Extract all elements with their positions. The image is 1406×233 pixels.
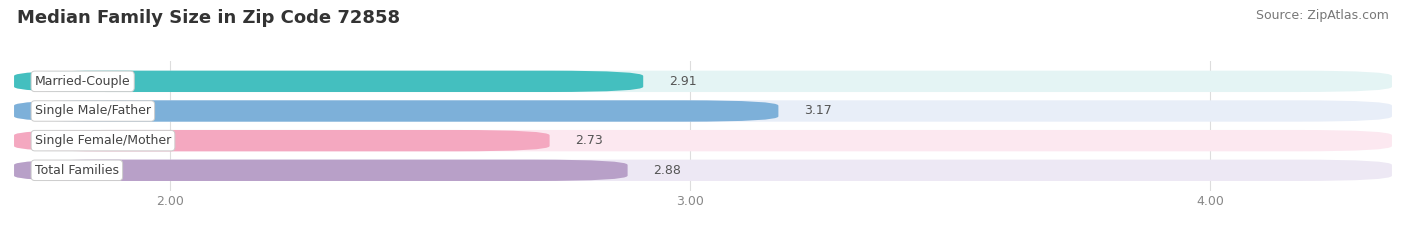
Text: 2.88: 2.88 xyxy=(654,164,682,177)
Text: 2.91: 2.91 xyxy=(669,75,697,88)
FancyBboxPatch shape xyxy=(14,100,1392,122)
FancyBboxPatch shape xyxy=(14,160,1392,181)
FancyBboxPatch shape xyxy=(14,100,779,122)
FancyBboxPatch shape xyxy=(14,130,550,151)
Text: Source: ZipAtlas.com: Source: ZipAtlas.com xyxy=(1256,9,1389,22)
FancyBboxPatch shape xyxy=(14,71,1392,92)
Text: Single Female/Mother: Single Female/Mother xyxy=(35,134,172,147)
Text: 3.17: 3.17 xyxy=(804,104,832,117)
FancyBboxPatch shape xyxy=(14,71,643,92)
Text: Median Family Size in Zip Code 72858: Median Family Size in Zip Code 72858 xyxy=(17,9,399,27)
FancyBboxPatch shape xyxy=(14,130,1392,151)
Text: Single Male/Father: Single Male/Father xyxy=(35,104,150,117)
FancyBboxPatch shape xyxy=(14,160,627,181)
Text: 2.73: 2.73 xyxy=(575,134,603,147)
Text: Total Families: Total Families xyxy=(35,164,120,177)
Text: Married-Couple: Married-Couple xyxy=(35,75,131,88)
